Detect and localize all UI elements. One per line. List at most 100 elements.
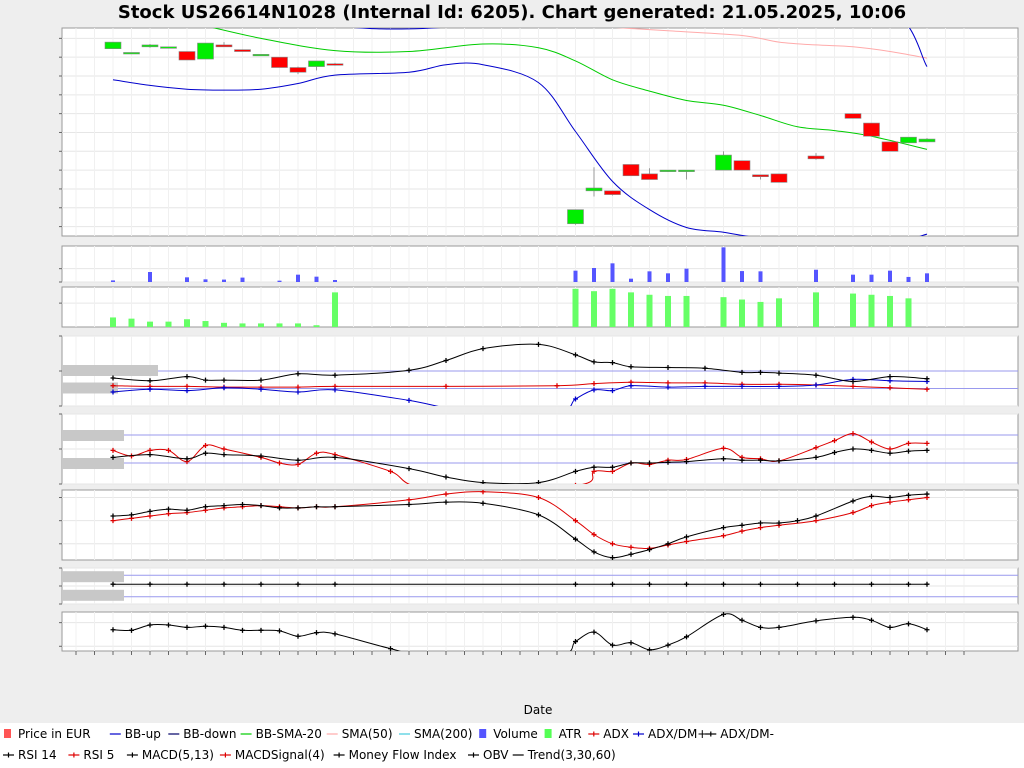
atr-bar xyxy=(757,301,764,327)
rsi5-series-point xyxy=(721,445,726,451)
macd-signal-series-point xyxy=(739,528,745,534)
atr-bar xyxy=(295,323,301,327)
atr-bar xyxy=(572,288,579,327)
dm-plus-series-point xyxy=(406,397,412,403)
legend-label: SMA(200) xyxy=(414,727,472,741)
legend-label: MACD(5,13) xyxy=(142,748,214,762)
rsi14-series-point xyxy=(332,454,338,460)
macd-series-point xyxy=(314,504,319,510)
macd-series-point xyxy=(906,492,911,498)
obv-series-point xyxy=(110,627,116,633)
candle-body xyxy=(918,138,936,143)
x-axis-label: Date xyxy=(524,703,553,717)
chart-title: Stock US26614N1028 (Internal Id: 6205). … xyxy=(118,2,906,23)
atr-bar xyxy=(905,298,912,327)
legend-label: Trend(3,30,60) xyxy=(527,748,616,762)
dm-minus-series-point xyxy=(610,360,615,366)
dm-plus-series-line xyxy=(112,378,928,406)
volume-bar xyxy=(222,279,226,282)
legend-label: ATR xyxy=(559,727,582,741)
macd-signal-series-point xyxy=(536,495,541,501)
macd-series-point xyxy=(739,522,745,528)
macd-series-point xyxy=(480,500,486,506)
macd-series-point xyxy=(813,513,819,519)
volume-bar xyxy=(906,276,911,282)
obv-series-point xyxy=(758,624,763,630)
volume-bar xyxy=(851,274,855,282)
dm-plus-series-point xyxy=(887,378,893,384)
macd-series-point xyxy=(332,504,338,510)
macd-series-point xyxy=(573,536,578,542)
dm-plus-series-point xyxy=(665,384,671,390)
rsi14-series-point xyxy=(536,480,541,484)
volume-bar xyxy=(203,279,208,282)
macd-series-point xyxy=(887,495,893,501)
candle-body xyxy=(289,67,307,73)
candle-body xyxy=(900,136,917,144)
atr-bar xyxy=(591,291,597,327)
mfi-series-point xyxy=(832,581,837,587)
dm-minus-series-point xyxy=(203,377,208,383)
rsi14-series-point xyxy=(110,454,116,460)
rsi14-series-point xyxy=(850,446,856,452)
macd-signal-series-point xyxy=(850,510,856,516)
volume-bar xyxy=(647,271,652,282)
atr-bar xyxy=(313,325,320,327)
dm-minus-series-point xyxy=(758,369,763,375)
dm-plus-series-point xyxy=(258,386,264,392)
rsi5-series-point xyxy=(574,482,577,484)
volume-bar xyxy=(629,278,633,282)
bb-down-series-group xyxy=(112,62,928,236)
volume-bar xyxy=(573,270,578,282)
volume-bar xyxy=(721,247,726,282)
dm-minus-series-point xyxy=(739,369,745,375)
dm-plus-series-group xyxy=(110,376,930,406)
macd-series-point xyxy=(110,513,116,519)
rsi14-series-point xyxy=(443,474,449,480)
rsi5-series-point xyxy=(295,461,301,467)
obv-series-line xyxy=(112,613,928,651)
legend-label: MACDSignal(4) xyxy=(235,748,325,762)
dm-minus-series-point xyxy=(591,359,597,365)
macd-series-point xyxy=(776,520,782,526)
rsi14-series-group xyxy=(110,446,930,484)
dm-minus-series-group xyxy=(110,341,930,384)
obv-series-point xyxy=(776,624,782,630)
candle-body xyxy=(733,160,751,171)
legend-label: Volume xyxy=(493,727,538,741)
mfi-series-point xyxy=(295,581,301,587)
atr-bar xyxy=(128,318,135,327)
atr-bar xyxy=(221,322,227,327)
rsi5-series-point xyxy=(388,468,393,474)
rsi14-series-point xyxy=(906,448,911,454)
legend-swatch xyxy=(4,729,11,738)
dm-minus-series-point xyxy=(536,341,541,347)
dm-minus-series-point xyxy=(924,376,930,382)
volume-bar xyxy=(277,280,282,282)
mfi-series-point xyxy=(684,581,689,587)
candle-body xyxy=(104,41,122,50)
mfi-series-point xyxy=(721,581,726,587)
candle-body xyxy=(252,54,270,57)
adx-series-point xyxy=(665,380,671,386)
dm-minus-series-point xyxy=(406,367,412,373)
macd-signal-series-point xyxy=(480,490,486,495)
mfi-series-point xyxy=(110,581,116,587)
candle-body xyxy=(678,169,695,172)
obv-series-point xyxy=(610,642,615,648)
atr-bar xyxy=(184,319,190,327)
bb-down-series-line xyxy=(112,62,928,236)
rsi5-series-point xyxy=(924,440,930,446)
candle-body xyxy=(604,190,621,195)
dm-minus-series-point xyxy=(110,375,116,381)
mfi-reference-label-bg xyxy=(62,589,124,601)
candle-body xyxy=(215,44,233,48)
candle-body xyxy=(752,174,769,178)
macd-series-point xyxy=(129,512,134,518)
volume-bar xyxy=(333,280,337,282)
legend-swatch xyxy=(544,729,552,738)
macd-series-point xyxy=(869,493,874,499)
dm-plus-series-point xyxy=(573,396,578,402)
macd-signal-series-point xyxy=(573,518,578,524)
rsi14-series-point xyxy=(776,458,782,464)
